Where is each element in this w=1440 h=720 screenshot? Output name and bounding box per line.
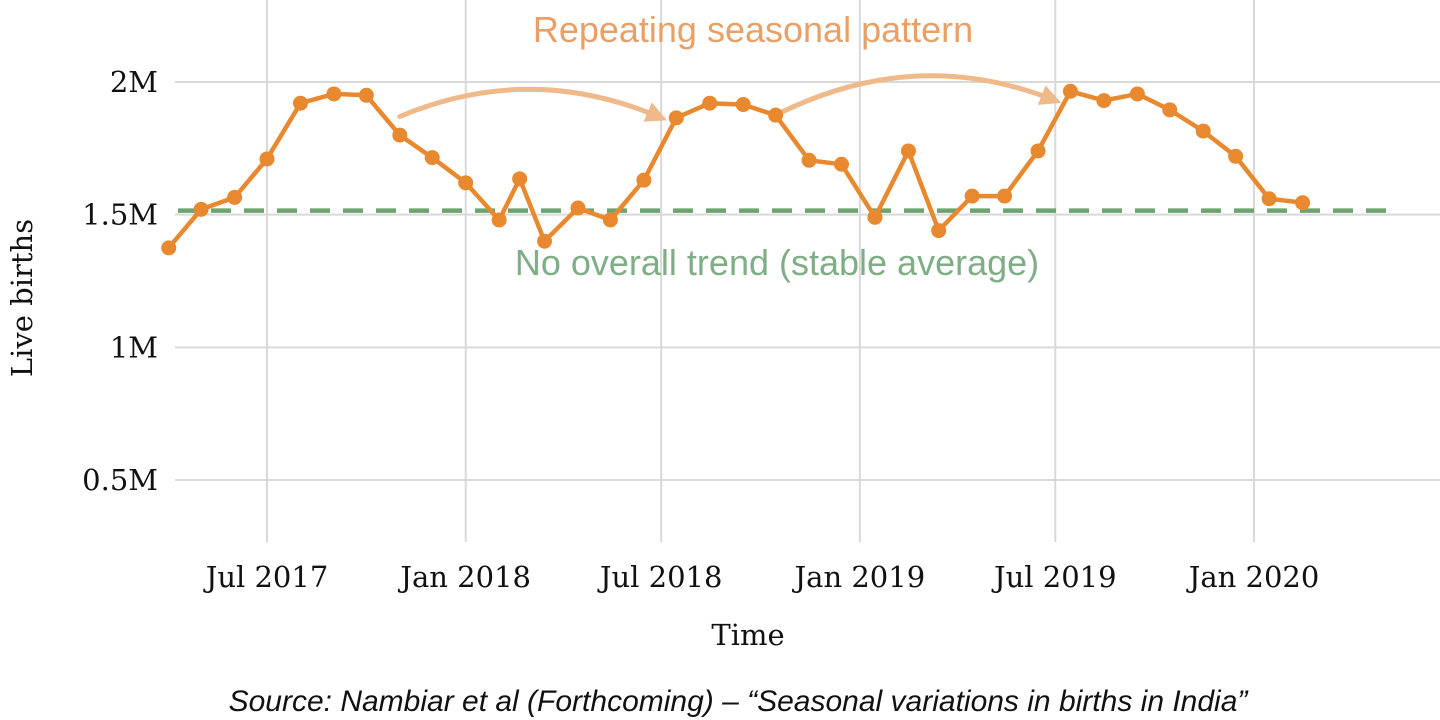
- data-point: [358, 87, 374, 103]
- data-point: [636, 172, 652, 188]
- data-point: [193, 201, 209, 217]
- data-point: [768, 107, 784, 123]
- data-point: [964, 188, 980, 204]
- live-births-line: [166, 89, 1303, 250]
- data-point: [458, 175, 474, 191]
- data-point: [512, 171, 528, 187]
- data-point: [537, 233, 553, 249]
- data-point: [161, 240, 177, 256]
- data-point: [259, 151, 275, 167]
- y-axis-title: Live births: [5, 219, 39, 377]
- data-point: [326, 86, 342, 102]
- y-tick-labels: 0.5M 1M 1.5M 2M: [82, 65, 158, 497]
- seasonal-arrow: [397, 86, 667, 122]
- data-point: [997, 188, 1013, 204]
- data-point: [833, 156, 849, 172]
- y-tick-label: 1.5M: [82, 198, 158, 232]
- data-point: [491, 212, 507, 228]
- x-tick-labels: Jul 2017 Jan 2018 Jul 2018 Jan 2019 Jul 2019…: [203, 560, 1320, 594]
- data-point: [1096, 93, 1112, 109]
- data-point: [424, 150, 440, 166]
- y-tick-label: 2M: [110, 65, 158, 99]
- data-point: [570, 200, 586, 216]
- data-point: [702, 95, 718, 111]
- data-point: [668, 110, 684, 126]
- data-point: [1030, 143, 1046, 159]
- x-tick-label: Jul 2017: [203, 560, 329, 594]
- series-layer: [161, 83, 1311, 256]
- data-point: [1195, 123, 1211, 139]
- annotation-seasonal-pattern: Repeating seasonal pattern: [533, 9, 973, 50]
- annotation-no-trend: No overall trend (stable average): [515, 242, 1039, 283]
- data-point: [801, 152, 817, 168]
- data-point: [1228, 148, 1244, 164]
- x-tick-label: Jul 2019: [991, 560, 1117, 594]
- data-point: [1129, 86, 1145, 102]
- data-point: [735, 97, 751, 113]
- y-tick-label: 1M: [110, 330, 158, 364]
- data-point: [900, 143, 916, 159]
- x-tick-label: Jan 2019: [792, 560, 926, 594]
- data-point: [227, 189, 243, 205]
- y-tick-label: 0.5M: [82, 463, 158, 497]
- data-point: [392, 127, 408, 143]
- source-note: Source: Nambiar et al (Forthcoming) – “S…: [229, 685, 1250, 718]
- data-point: [867, 209, 883, 225]
- annotation-arrows: [397, 73, 1062, 122]
- data-point: [1162, 102, 1178, 118]
- grid: [175, 0, 1440, 542]
- data-point: [292, 95, 308, 111]
- seasonal-arrow: [778, 73, 1062, 116]
- data-point: [1295, 195, 1311, 211]
- x-tick-label: Jul 2018: [597, 560, 723, 594]
- data-point: [1062, 83, 1078, 99]
- data-point: [1261, 191, 1277, 207]
- data-point: [602, 212, 618, 228]
- x-tick-label: Jan 2020: [1186, 560, 1320, 594]
- x-axis-title: Time: [711, 618, 784, 652]
- x-tick-label: Jan 2018: [397, 560, 531, 594]
- data-point: [931, 223, 947, 239]
